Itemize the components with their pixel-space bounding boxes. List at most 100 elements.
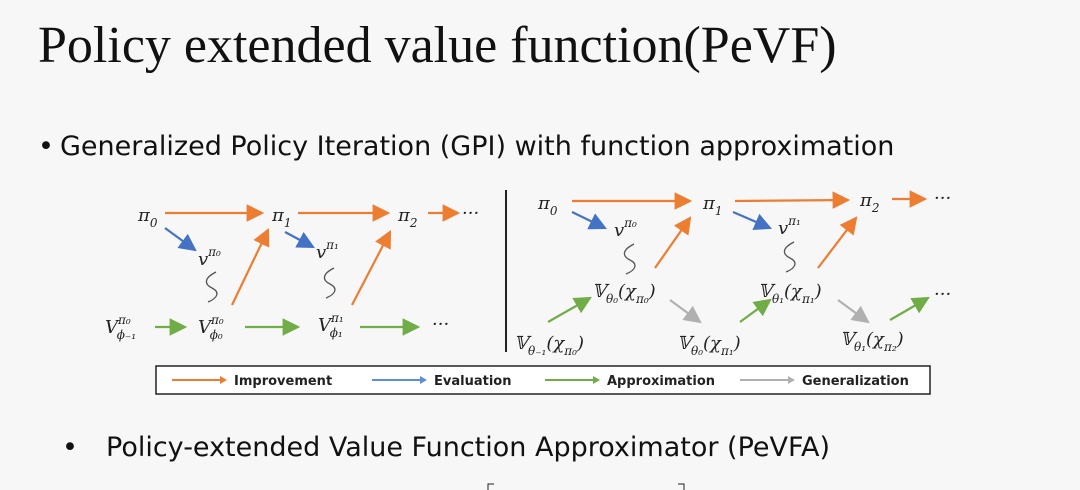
node-sup: π₀ bbox=[207, 245, 221, 259]
node-base: ) bbox=[576, 333, 584, 354]
node-base: V bbox=[198, 317, 213, 338]
node-label: 𝕍θ₁(χπ₁) bbox=[758, 281, 822, 306]
node-base: π bbox=[271, 205, 285, 226]
node-sub: 1 bbox=[284, 216, 292, 230]
node-base: π bbox=[137, 205, 151, 226]
legend-box bbox=[155, 365, 931, 395]
node-base: v bbox=[198, 249, 208, 270]
node-label: Vπ₀ ϕ₋₁ bbox=[105, 313, 136, 342]
node-sub: π₀ bbox=[563, 344, 577, 358]
node-base: ··· bbox=[934, 284, 951, 305]
node-sub: θ₀ bbox=[606, 292, 618, 306]
node-label: ··· bbox=[462, 203, 479, 224]
node-base: π bbox=[702, 193, 716, 214]
node-sub: ϕ₀ bbox=[210, 328, 223, 342]
node-base: (χ bbox=[703, 333, 722, 354]
node-base: ··· bbox=[934, 188, 951, 209]
bullet-text: Policy-extended Value Function Approxima… bbox=[106, 432, 830, 463]
legend-arrowhead bbox=[788, 376, 795, 384]
node-label: ··· bbox=[934, 284, 951, 305]
node-base: v bbox=[316, 242, 326, 263]
node-sub: ϕ₁ bbox=[330, 326, 343, 340]
legend-label: Approximation bbox=[607, 374, 715, 389]
node-base: v bbox=[778, 218, 788, 239]
legend-arrowhead bbox=[420, 376, 427, 384]
node-base: (χ bbox=[866, 329, 885, 350]
node-base: (χ bbox=[784, 281, 803, 302]
node-label: π2 bbox=[397, 205, 417, 230]
node-label: π1 bbox=[271, 205, 291, 230]
node-sub: π₂ bbox=[883, 340, 897, 354]
legend-label: Improvement bbox=[234, 374, 332, 389]
node-label: vπ₁ bbox=[778, 214, 801, 239]
bullet-marker: • bbox=[38, 131, 54, 162]
node-base: (χ bbox=[618, 281, 637, 302]
node-sub: 2 bbox=[409, 216, 418, 230]
node-base: 𝕍 bbox=[677, 333, 695, 354]
node-sub: ϕ₋₁ bbox=[117, 328, 136, 342]
node-sub: θ₁ bbox=[772, 292, 784, 306]
node-sub: π₀ bbox=[635, 292, 649, 306]
node-base: ) bbox=[648, 281, 656, 302]
node-sub: 2 bbox=[871, 201, 880, 215]
node-base: ) bbox=[814, 281, 822, 302]
node-label: vπ₀ bbox=[198, 245, 221, 270]
slide-title: Policy extended value function(PeVF) bbox=[38, 17, 837, 74]
node-label: vπ₁ bbox=[316, 238, 339, 263]
node-base: 𝕍 bbox=[758, 281, 776, 302]
node-base: ··· bbox=[432, 314, 449, 335]
node-label: π2 bbox=[859, 190, 879, 215]
node-sub: θ₁ bbox=[854, 340, 866, 354]
node-sup: π₀ bbox=[210, 313, 224, 327]
legend: Improvement Evaluation Approximation Genera… bbox=[172, 374, 909, 389]
node-sub: 0 bbox=[150, 216, 158, 230]
legend-arrowhead bbox=[220, 376, 227, 384]
node-sub: θ₀ bbox=[691, 344, 703, 358]
node-label: Vπ₁ ϕ₁ bbox=[318, 311, 344, 340]
node-sup: π₁ bbox=[787, 214, 801, 228]
node-sub: 1 bbox=[715, 204, 723, 218]
node-label: vπ₀ bbox=[614, 216, 637, 241]
node-label: 𝕍θ₀(χπ₁) bbox=[677, 333, 741, 358]
node-sub: 0 bbox=[550, 204, 558, 218]
node-sub: π₁ bbox=[801, 292, 815, 306]
node-base: 𝕍 bbox=[840, 329, 858, 350]
node-base: 𝕍 bbox=[514, 333, 532, 354]
bullet-marker: • bbox=[62, 432, 78, 463]
node-label: π0 bbox=[537, 193, 558, 218]
node-sup: π₁ bbox=[330, 311, 344, 325]
node-base: (χ bbox=[546, 333, 565, 354]
node-sup: π₁ bbox=[325, 238, 339, 252]
legend-label: Generalization bbox=[802, 374, 909, 389]
node-base: 𝕍 bbox=[592, 281, 610, 302]
node-base: π bbox=[397, 205, 411, 226]
node-sup: π₀ bbox=[117, 313, 131, 327]
node-label: π0 bbox=[137, 205, 158, 230]
node-label: π1 bbox=[702, 193, 722, 218]
bullet-text: Generalized Policy Iteration (GPI) with … bbox=[60, 131, 894, 162]
node-base: ) bbox=[896, 329, 904, 350]
node-label: ··· bbox=[432, 314, 449, 335]
node-label: 𝕍θ₀(χπ₀) bbox=[592, 281, 656, 306]
node-label: ··· bbox=[934, 188, 951, 209]
node-base: ··· bbox=[462, 203, 479, 224]
node-base: π bbox=[537, 193, 551, 214]
legend-label: Evaluation bbox=[434, 374, 511, 389]
node-label: Vπ₀ ϕ₀ bbox=[198, 313, 224, 342]
formula-fragment bbox=[487, 483, 685, 490]
node-base: V bbox=[318, 315, 333, 336]
node-sup: π₀ bbox=[623, 216, 637, 230]
node-sub: θ₋₁ bbox=[528, 344, 546, 358]
arrows bbox=[155, 190, 930, 352]
node-base: v bbox=[614, 220, 624, 241]
node-base: ) bbox=[733, 333, 741, 354]
node-label: 𝕍θ₁(χπ₂) bbox=[840, 329, 904, 354]
legend-arrowhead bbox=[593, 376, 600, 384]
node-base: V bbox=[105, 317, 120, 338]
node-sub: π₁ bbox=[720, 344, 734, 358]
node-label: 𝕍θ₋₁(χπ₀) bbox=[514, 333, 584, 358]
node-base: π bbox=[859, 190, 873, 211]
